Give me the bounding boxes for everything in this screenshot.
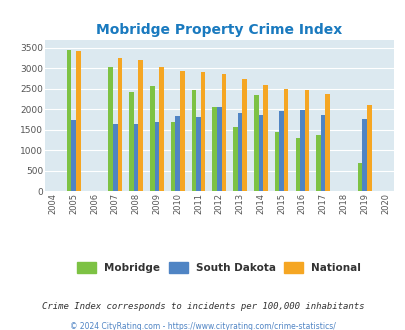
Bar	[196, 117, 200, 191]
Bar	[67, 50, 71, 191]
Bar	[159, 67, 163, 191]
Bar	[325, 94, 329, 191]
Bar	[179, 71, 184, 191]
Bar	[232, 127, 237, 191]
Bar	[200, 72, 205, 191]
Bar	[262, 85, 267, 191]
Bar	[76, 51, 81, 191]
Bar	[138, 60, 143, 191]
Bar	[274, 132, 279, 191]
Bar	[299, 110, 304, 191]
Bar	[113, 124, 117, 191]
Bar	[221, 74, 226, 191]
Bar	[171, 122, 175, 191]
Bar	[108, 67, 113, 191]
Bar	[366, 105, 371, 191]
Bar	[237, 113, 242, 191]
Bar	[357, 163, 362, 191]
Bar	[71, 119, 76, 191]
Bar	[304, 90, 309, 191]
Bar	[175, 116, 179, 191]
Bar	[258, 115, 262, 191]
Bar	[315, 135, 320, 191]
Bar	[216, 107, 221, 191]
Bar	[283, 89, 288, 191]
Bar	[295, 138, 299, 191]
Bar	[362, 119, 366, 191]
Bar	[134, 124, 138, 191]
Bar	[150, 85, 154, 191]
Bar	[279, 112, 283, 191]
Bar	[320, 115, 325, 191]
Bar	[212, 107, 216, 191]
Text: Crime Index corresponds to incidents per 100,000 inhabitants: Crime Index corresponds to incidents per…	[42, 302, 363, 311]
Bar	[129, 92, 134, 191]
Text: © 2024 CityRating.com - https://www.cityrating.com/crime-statistics/: © 2024 CityRating.com - https://www.city…	[70, 322, 335, 330]
Title: Mobridge Property Crime Index: Mobridge Property Crime Index	[96, 23, 341, 37]
Bar	[191, 90, 196, 191]
Legend: Mobridge, South Dakota, National: Mobridge, South Dakota, National	[73, 258, 364, 277]
Bar	[242, 80, 246, 191]
Bar	[154, 122, 159, 191]
Bar	[117, 58, 122, 191]
Bar	[253, 95, 258, 191]
